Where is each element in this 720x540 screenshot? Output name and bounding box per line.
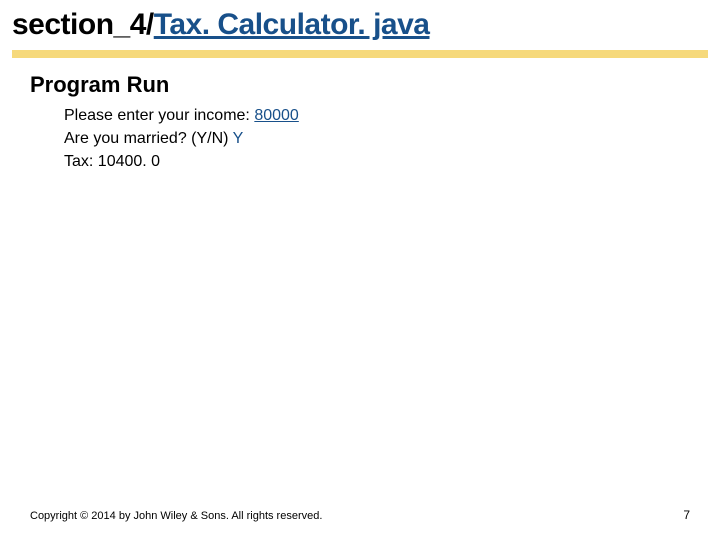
title-prefix: section_4/ (12, 8, 154, 41)
program-output: Please enter your income: 80000 Are you … (64, 104, 299, 174)
prompt-text: Are you married? (Y/N) (64, 130, 233, 147)
prompt-text: Please enter your income: (64, 107, 254, 124)
page-number: 7 (683, 508, 690, 522)
title-underline-bar (12, 50, 708, 58)
output-line-2: Are you married? (Y/N) Y (64, 127, 299, 150)
section-subheading: Program Run (30, 72, 169, 98)
title-filename-link[interactable]: Tax. Calculator. java (154, 8, 430, 41)
output-line-1: Please enter your income: 80000 (64, 104, 299, 127)
output-line-3: Tax: 10400. 0 (64, 150, 299, 173)
slide-title: section_4/Tax. Calculator. java (12, 8, 429, 42)
slide-footer: Copyright © 2014 by John Wiley & Sons. A… (30, 508, 690, 522)
user-input-married: Y (233, 130, 244, 147)
copyright-text: Copyright © 2014 by John Wiley & Sons. A… (30, 510, 322, 522)
user-input-income: 80000 (254, 107, 299, 124)
